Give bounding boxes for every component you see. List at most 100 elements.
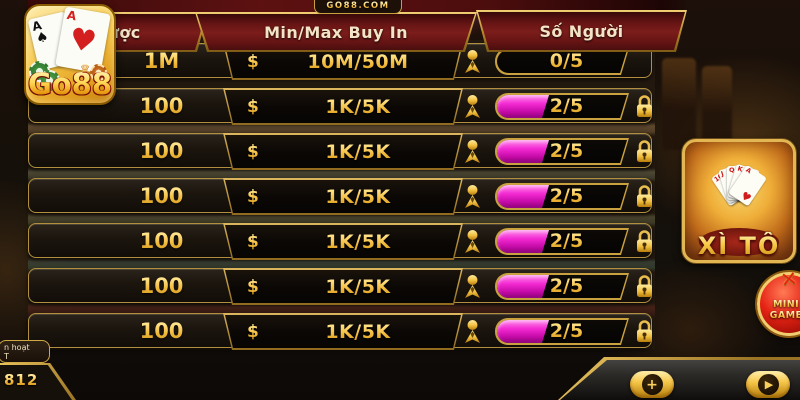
event-tooltip-badge: n hoạt T [0,340,50,363]
currency-icon: $ [247,135,259,168]
currency-icon: $ [247,90,259,123]
table-row[interactable]: 100 $ 1K/5K 2/5 [28,223,652,258]
lock-icon [637,185,652,207]
card-rank: A [744,165,755,177]
create-table-button[interactable]: + [630,371,674,398]
table-row[interactable]: 100 $ 1K/5K 2/5 [28,178,652,213]
lock-icon [637,140,652,162]
person-icon [465,95,480,118]
bet-value: 100 [64,89,259,122]
player-progress-track [495,48,629,75]
heart-icon: ♥ [738,189,754,206]
card-fan: 10 ♥J ♥Q ♥K ♥A ♥ [685,142,793,260]
lock-icon [637,95,652,117]
lock-icon [637,320,652,342]
player-fill [497,95,549,118]
currency-icon: $ [247,225,259,258]
buyin-value: 10M/50M [265,45,451,78]
currency-icon: $ [247,270,259,303]
play-icon: ▶ [757,374,779,395]
crown-icon: ♛ [80,62,90,75]
player-count: 2/5 [524,269,609,302]
buyin-panel: $ 1K/5K [223,223,463,260]
buyin-value: 1K/5K [265,315,451,348]
table-row[interactable]: 100 $ 1K/5K 2/5 [28,88,652,123]
person-icon [465,275,480,298]
person-icon [465,140,480,163]
column-header-buyin-label: Min/Max Buy In [264,22,408,42]
player-count: 2/5 [524,224,609,257]
bet-value: 100 [64,224,259,257]
heart-icon: ♥ [66,21,100,61]
buyin-panel: $ 1K/5K [223,268,463,305]
bet-value: 100 [64,314,259,347]
mini-game-button[interactable]: ✕ MINI GAME [757,266,800,336]
currency-icon: $ [247,180,259,213]
person-icon [465,230,480,253]
bet-value: 100 [64,134,259,167]
mini-game-logo-icon: ✕ [779,265,799,293]
buyin-value: 1K/5K [265,225,451,258]
logo-wordmark: Go88 [27,67,113,101]
poker-table-oval [699,228,779,256]
column-header-players: Số Người [474,10,689,52]
slot-machine-silhouette [662,58,696,150]
player-fill [497,185,549,208]
card-rank: J [719,168,727,178]
currency-icon: $ [247,45,259,78]
table-row[interactable]: 100 $ 1K/5K 2/5 [28,313,652,348]
column-header-players-label: Số Người [539,21,624,41]
site-url-badge: GO88.COM [314,0,402,14]
bet-value: 100 [64,179,259,212]
poker-chip-icon [39,70,60,91]
player-progress-track [495,138,629,165]
event-label-line1: n hoạt [4,343,30,352]
spade-icon: ♠ [34,28,51,48]
site-url-text: GO88.COM [326,1,390,11]
player-fill [497,230,549,253]
column-header-buyin: Min/Max Buy In [195,12,477,52]
bet-value: 1M [64,44,259,77]
buyin-value: 1K/5K [265,90,451,123]
person-icon [465,185,480,208]
slot-machine-silhouette [702,66,732,150]
poker-chip-icon [90,64,107,81]
event-label-line2: T [4,352,9,361]
player-count: 2/5 [524,179,609,212]
person-icon [465,320,480,343]
mini-game-label-line2: GAME [760,310,800,321]
currency-icon: $ [247,315,259,348]
player-progress-track [495,93,629,120]
bet-value: 100 [64,269,259,302]
buyin-value: 1K/5K [265,270,451,303]
lock-icon [637,275,652,297]
lock-icon [637,230,652,252]
player-progress-track [495,318,629,345]
buyin-panel: $ 1K/5K [223,133,463,170]
table-row[interactable]: 100 $ 1K/5K 2/5 [28,268,652,303]
buyin-panel: $ 1K/5K [223,313,463,350]
player-progress-track [495,228,629,255]
bottom-action-bar: + ▶ [558,357,800,400]
player-count: 2/5 [524,134,609,167]
balance-value: 812 [4,371,39,389]
player-fill [497,140,549,163]
card-rank: Q [729,166,737,174]
player-fill [497,275,549,298]
player-progress-track [495,183,629,210]
buyin-value: 1K/5K [265,180,451,213]
game-banner-xi-to[interactable]: 10 ♥J ♥Q ♥K ♥A ♥ XÌ TỐ [682,139,796,263]
player-fill [497,320,549,343]
game-banner-title: XÌ TỐ [685,232,793,260]
table-row[interactable]: 100 $ 1K/5K 2/5 [28,133,652,168]
mini-game-label-line1: MINI [760,299,800,310]
quick-play-button[interactable]: ▶ [746,371,790,398]
buyin-value: 1K/5K [265,135,451,168]
person-icon [465,50,480,73]
buyin-panel: $ 1K/5K [223,178,463,215]
go88-logo: A ♠ A ♥ ♛ Go88 [24,4,116,105]
player-count: 0/5 [524,44,609,77]
plus-icon: + [641,374,663,395]
player-progress-track [495,273,629,300]
